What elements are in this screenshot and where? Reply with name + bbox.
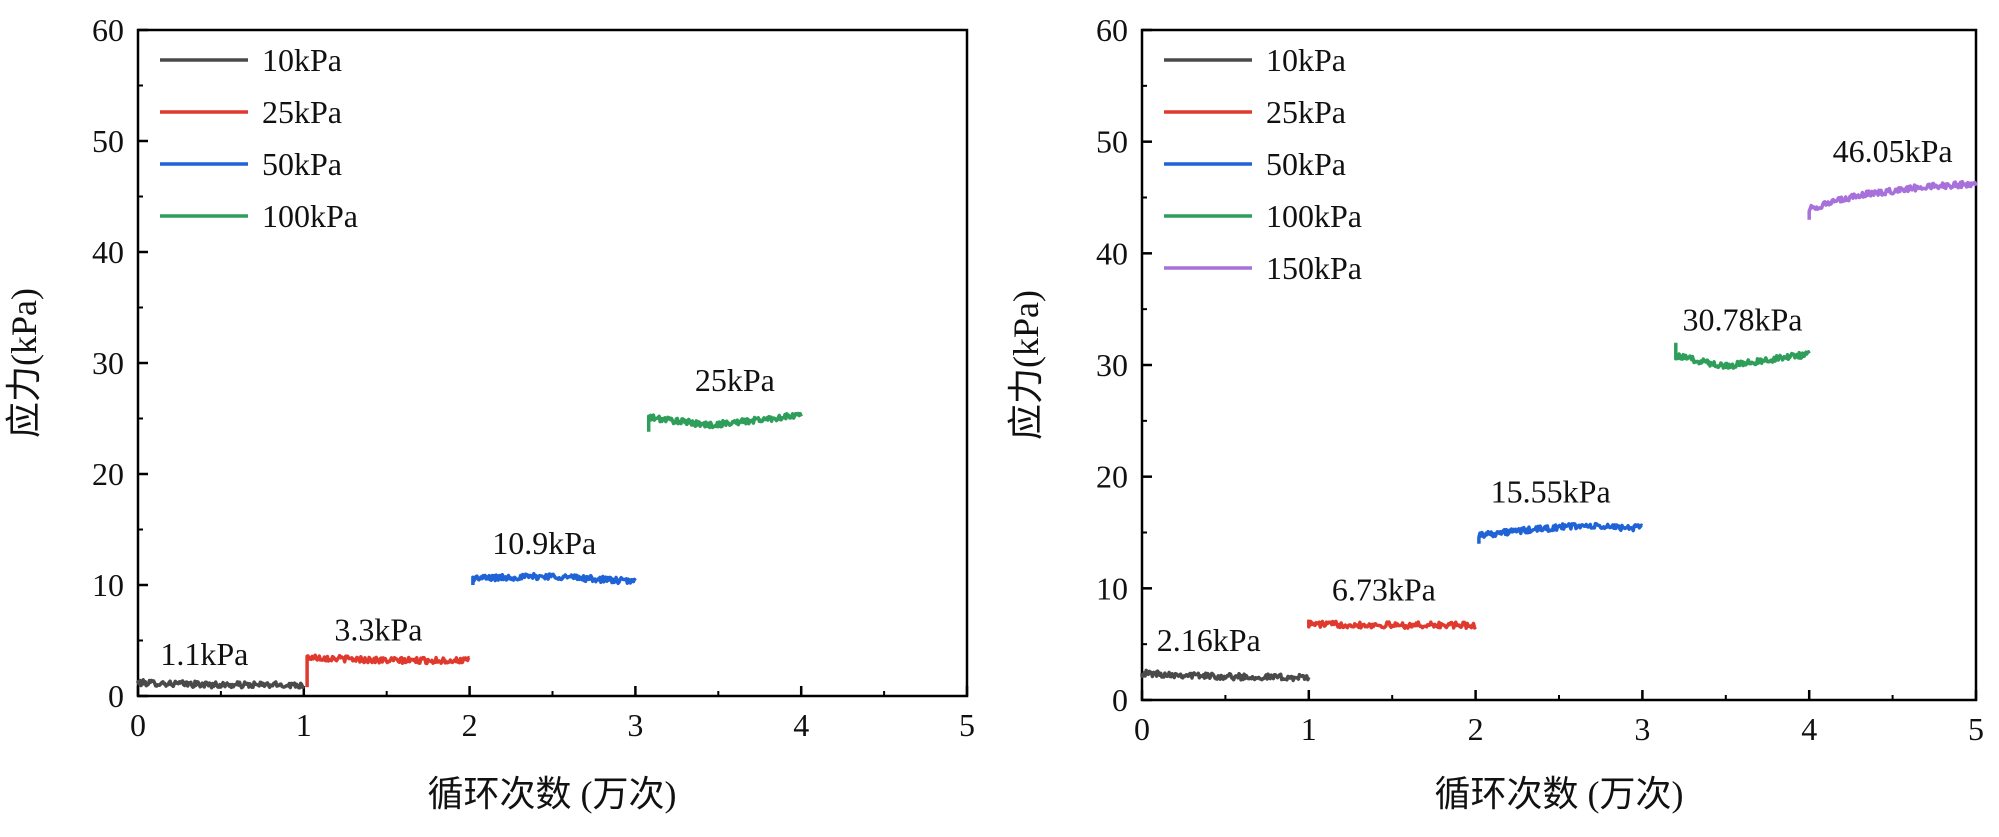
legend-label-100kPa: 100kPa: [1266, 198, 1362, 234]
x-tick-label: 1: [1301, 711, 1317, 747]
series-line-50kPa: [1477, 521, 1644, 544]
legend-label-10kPa: 10kPa: [1266, 42, 1346, 78]
y-tick-label: 10: [1096, 570, 1128, 606]
y-tick-label: 0: [1112, 682, 1128, 718]
data-label-100kPa: 30.78kPa: [1682, 301, 1802, 337]
y-tick-label: 60: [1096, 12, 1128, 48]
legend-label-150kPa: 150kPa: [1266, 250, 1362, 286]
series-line-150kPa: [1807, 179, 1978, 220]
data-label-25kPa: 3.3kPa: [334, 612, 422, 648]
x-tick-label: 1: [296, 707, 312, 743]
y-tick-label: 20: [92, 456, 124, 492]
x-tick-label: 5: [1968, 711, 1984, 747]
x-tick-label: 0: [1134, 711, 1150, 747]
series-line-10kPa: [1140, 668, 1311, 683]
series-line-100kPa: [1674, 342, 1811, 370]
plot-frame: [1140, 28, 1978, 702]
series-line-50kPa: [471, 571, 637, 586]
legend-label-50kPa: 50kPa: [1266, 146, 1346, 182]
legend-label-25kPa: 25kPa: [262, 94, 342, 130]
series-line-10kPa: [136, 678, 306, 690]
x-axis-label: 循环次数 (万次): [1435, 774, 1684, 814]
data-label-50kPa: 15.55kPa: [1491, 473, 1611, 509]
data-label-150kPa: 46.05kPa: [1833, 133, 1953, 169]
x-tick-label: 4: [1801, 711, 1817, 747]
legend-label-25kPa: 25kPa: [1266, 94, 1346, 130]
y-tick-label: 40: [1096, 235, 1128, 271]
y-tick-label: 30: [1096, 347, 1128, 383]
x-tick-label: 2: [1468, 711, 1484, 747]
y-tick-label: 30: [92, 345, 124, 381]
y-tick-label: 60: [92, 12, 124, 48]
y-axis-label: 应力(kPa): [1006, 290, 1046, 440]
series-line-100kPa: [646, 411, 803, 432]
series-line-25kPa: [305, 653, 471, 688]
x-tick-label: 0: [130, 707, 146, 743]
legend-label-100kPa: 100kPa: [262, 198, 358, 234]
x-tick-label: 2: [462, 707, 478, 743]
data-label-25kPa: 6.73kPa: [1332, 572, 1436, 608]
x-tick-label: 4: [793, 707, 809, 743]
x-tick-label: 3: [1634, 711, 1650, 747]
data-label-100kPa: 25kPa: [695, 362, 775, 398]
y-tick-label: 10: [92, 567, 124, 603]
data-label-10kPa: 1.1kPa: [160, 636, 248, 672]
y-tick-label: 20: [1096, 459, 1128, 495]
y-axis-label: 应力(kPa): [4, 288, 44, 438]
x-axis-label: 循环次数 (万次): [428, 774, 677, 814]
data-label-50kPa: 10.9kPa: [492, 525, 596, 561]
x-tick-label: 5: [959, 707, 975, 743]
y-tick-label: 50: [92, 123, 124, 159]
legend-label-10kPa: 10kPa: [262, 42, 342, 78]
y-tick-label: 40: [92, 234, 124, 270]
y-tick-label: 0: [108, 678, 124, 714]
series-line-25kPa: [1307, 619, 1477, 630]
x-tick-label: 3: [627, 707, 643, 743]
legend-label-50kPa: 50kPa: [262, 146, 342, 182]
data-label-10kPa: 2.16kPa: [1157, 622, 1261, 658]
y-tick-label: 50: [1096, 124, 1128, 160]
